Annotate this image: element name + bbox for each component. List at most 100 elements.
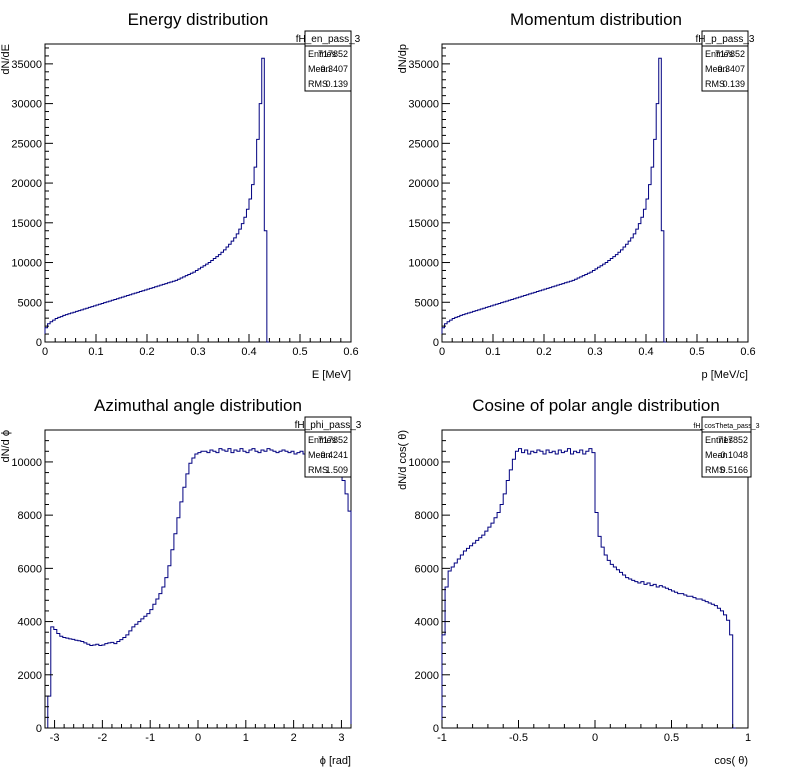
stats-box-frame: [304, 416, 352, 478]
stats-row-label: Mean: [705, 64, 728, 74]
y-tick-label: 0: [433, 723, 439, 735]
y-tick-label: 20000: [408, 178, 439, 190]
x-tick-label: 0.3: [587, 346, 602, 358]
y-tick-label: 30000: [408, 99, 439, 111]
y-axis-label: dN/dE: [0, 44, 12, 75]
x-tick-label: -2: [97, 732, 107, 744]
y-axis-label: dN/dp: [397, 44, 409, 73]
y-tick-label: 0: [433, 337, 439, 349]
x-tick-label: 0.1: [88, 346, 103, 358]
stats-row-value: 0.4241: [320, 450, 348, 460]
x-tick-label: 1: [243, 732, 249, 744]
stats-row-label: RMS: [705, 465, 725, 475]
stats-row-value: 717852: [718, 435, 748, 445]
x-tick-label: 0.3: [190, 346, 205, 358]
y-tick-label: 35000: [408, 59, 439, 71]
stats-row-value: 0.3407: [320, 64, 348, 74]
x-tick-label: 0.6: [343, 346, 358, 358]
stats-row-value: 717852: [715, 49, 745, 59]
stats-row-value: 0.5166: [720, 465, 748, 475]
chart-title: Cosine of polar angle distribution: [472, 396, 720, 415]
y-tick-label: 25000: [11, 138, 42, 150]
stats-row-label: Entries: [308, 435, 337, 445]
x-axis-label: cos( θ): [714, 755, 748, 767]
x-tick-label: 2: [291, 732, 297, 744]
y-tick-label: 15000: [11, 218, 42, 230]
chart-title: Azimuthal angle distribution: [94, 396, 302, 415]
x-tick-label: 1: [745, 732, 751, 744]
y-tick-label: 4000: [18, 617, 42, 629]
stats-row-value: 717852: [318, 435, 348, 445]
chart-panel-4: Cosine of polar angle distribution -1 -0.5…: [397, 396, 760, 767]
y-tick-label: 4000: [415, 617, 439, 629]
stats-histogram-name: fH_en_pass_3: [296, 34, 361, 45]
histogram-series: [441, 448, 736, 729]
x-tick-label: 0: [439, 346, 445, 358]
y-tick-label: 25000: [408, 138, 439, 150]
stats-row-value: -0.1048: [717, 450, 748, 460]
stats-row-label: RMS: [705, 79, 725, 89]
y-tick-label: 10000: [408, 457, 439, 469]
x-tick-label: -1: [145, 732, 155, 744]
histogram-series: [47, 448, 352, 728]
stats-histogram-name: fH_phi_pass_3: [295, 420, 362, 431]
y-tick-label: 0: [36, 337, 42, 349]
chart-panel-3: Azimuthal angle distribution -3 -2 -1 0 1 2 3 0 2…: [0, 396, 362, 767]
x-tick-label: 3: [338, 732, 344, 744]
stats-row-value: 1.509: [325, 465, 348, 475]
x-tick-label: 0: [195, 732, 201, 744]
y-tick-label: 10000: [11, 457, 42, 469]
y-tick-label: 5000: [415, 297, 439, 309]
x-tick-label: 0: [592, 732, 598, 744]
stats-row-label: RMS: [308, 465, 328, 475]
stats-row-label: Mean: [308, 64, 331, 74]
stats-histogram-name: fH_p_pass_3: [696, 34, 755, 45]
chart-title: Energy distribution: [128, 10, 269, 29]
stats-row-label: Entries: [308, 49, 337, 59]
x-tick-label: 0.1: [485, 346, 500, 358]
x-axis-label: p [MeV/c]: [702, 369, 748, 381]
y-tick-label: 2000: [18, 670, 42, 682]
stats-row-label: Entries: [705, 49, 734, 59]
y-tick-label: 8000: [18, 510, 42, 522]
y-tick-label: 35000: [11, 59, 42, 71]
histogram-series: [44, 57, 270, 343]
stats-row-label: Mean: [705, 450, 728, 460]
stats-row-label: RMS: [308, 79, 328, 89]
y-tick-label: 0: [36, 723, 42, 735]
x-tick-label: 0.2: [536, 346, 551, 358]
y-tick-label: 10000: [408, 258, 439, 270]
stats-box-frame: [701, 30, 749, 92]
y-tick-label: 5000: [18, 297, 42, 309]
x-tick-label: 0.4: [241, 346, 256, 358]
y-tick-label: 6000: [415, 563, 439, 575]
stats-row-value: 0.139: [722, 79, 745, 89]
stats-row-label: Entries: [705, 435, 734, 445]
y-tick-label: 15000: [408, 218, 439, 230]
x-tick-label: 0.5: [292, 346, 307, 358]
x-tick-label: 0.2: [139, 346, 154, 358]
x-tick-label: 0.4: [638, 346, 653, 358]
x-tick-label: -3: [50, 732, 60, 744]
chart-panel-1: Energy distribution 0 0.1 0.2 0.3 0.4 0.5 0.6 0 5…: [0, 10, 361, 381]
x-axis-label: E [MeV]: [312, 369, 351, 381]
x-axis-label: ϕ [rad]: [320, 755, 351, 767]
y-tick-label: 2000: [415, 670, 439, 682]
stats-box-frame: [701, 416, 752, 478]
stats-row-value: 0.139: [325, 79, 348, 89]
chart-panel-2: Momentum distribution 0 0.1 0.2 0.3 0.4 0.5 0.6…: [397, 10, 756, 381]
y-axis-label: dN/d cos( θ): [397, 430, 409, 490]
x-tick-label: 0.5: [689, 346, 704, 358]
y-tick-label: 20000: [11, 178, 42, 190]
x-tick-label: -0.5: [509, 732, 528, 744]
x-tick-label: 0.5: [664, 732, 679, 744]
chart-title: Momentum distribution: [510, 10, 682, 29]
x-tick-label: 0: [42, 346, 48, 358]
stats-histogram-name: fH_cosTheta_pass_3: [693, 423, 759, 430]
stats-box-frame: [304, 30, 352, 92]
